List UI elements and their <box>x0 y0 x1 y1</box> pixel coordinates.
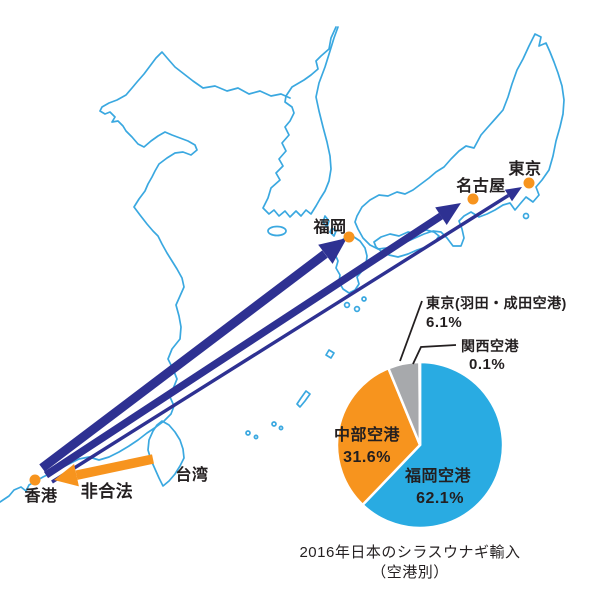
okinawa-island <box>296 390 311 408</box>
pie-label-chubu-airport: 中部空港 <box>334 425 401 444</box>
route-fukuoka-arrowhead-icon <box>318 238 347 264</box>
route-illegal-arrowhead-icon <box>54 464 79 487</box>
leader-line-tokyo-airports <box>399 300 423 362</box>
ryukyu-islet <box>278 425 284 431</box>
route-tokyo-arrowhead-icon <box>504 187 522 202</box>
label-fukuoka: 福岡 <box>312 217 346 236</box>
route-hongkong-nagoya <box>43 212 444 479</box>
route-hongkong-tokyo <box>51 194 510 484</box>
city-dot-hong-kong <box>29 474 41 486</box>
city-markers <box>29 177 535 486</box>
honshu-island <box>354 33 565 250</box>
label-taiwan: 台湾 <box>175 465 208 484</box>
route-hongkong-fukuoka <box>39 250 328 472</box>
map-labels: 香港 福岡 名古屋 東京 台湾 非合法 <box>23 159 541 505</box>
pie-value-chubu-airport: 31.6% <box>343 449 391 466</box>
pie-slice-kansai-airport <box>418 360 422 446</box>
kyushu-islet <box>353 305 361 313</box>
pie-slice-fukuoka-airport <box>360 360 505 530</box>
iki-island <box>329 227 337 237</box>
route-taiwan-hongkong-illegal <box>75 454 154 480</box>
pie-slices <box>335 360 505 530</box>
taiwan-island <box>147 420 185 487</box>
amami-island <box>325 349 335 359</box>
jeju-island <box>267 225 287 237</box>
pie-chart: 東京(羽田・成田空港) 6.1% 関西空港 0.1% 中部空港 31.6% 福岡… <box>299 295 566 581</box>
pie-slice-chubu-airport <box>335 366 422 507</box>
coastline-china <box>0 51 291 503</box>
ryukyu-islet <box>253 434 259 440</box>
label-nagoya: 名古屋 <box>456 176 506 195</box>
pie-value-kansai-airport: 0.1% <box>469 356 505 373</box>
chart-subtitle: （空港別） <box>371 564 449 581</box>
pie-value-tokyo-airports: 6.1% <box>426 314 462 331</box>
coastline-korea-northeast <box>262 26 339 218</box>
label-hong-kong: 香港 <box>23 486 58 505</box>
city-dot-tokyo <box>523 177 535 189</box>
label-tokyo: 東京 <box>508 159 541 178</box>
kyushu-islet <box>361 296 367 302</box>
leader-line-kansai-airport <box>412 344 457 365</box>
izu-oshima-island <box>522 212 530 220</box>
pie-value-fukuoka-airport: 62.1% <box>416 490 464 507</box>
ryukyu-islet <box>245 430 251 436</box>
city-dot-nagoya <box>467 193 479 205</box>
chart-title: 2016年日本のシラスウナギ輸入 <box>299 544 520 561</box>
pie-label-tokyo-airports: 東京(羽田・成田空港) <box>426 295 567 311</box>
tsushima-island <box>322 215 330 228</box>
kyushu-islet <box>343 301 351 309</box>
routes-group <box>39 187 522 487</box>
route-nagoya-arrowhead-icon <box>435 203 461 225</box>
label-illegal-route: 非合法 <box>81 481 134 501</box>
pie-label-kansai-airport: 関西空港 <box>461 338 519 354</box>
pie-label-fukuoka-airport: 福岡空港 <box>404 466 472 485</box>
ryukyu-islet <box>271 421 277 427</box>
city-dot-fukuoka <box>343 231 355 243</box>
